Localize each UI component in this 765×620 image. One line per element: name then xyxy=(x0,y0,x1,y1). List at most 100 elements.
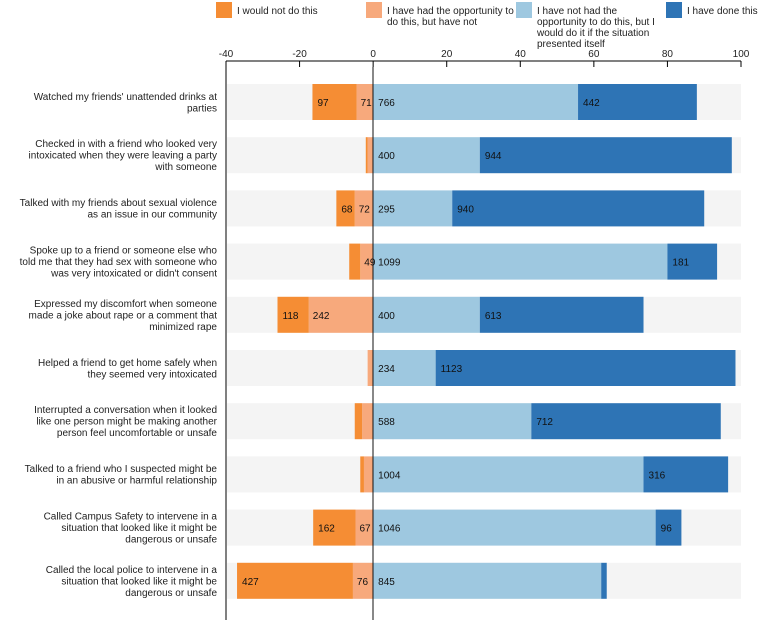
row-label: in an abusive or harmful relationship xyxy=(56,476,217,487)
bar-value-label: 67 xyxy=(359,524,371,535)
bar-segment-would-not xyxy=(336,190,355,227)
row-label: person feel uncomfortable or unsafe xyxy=(57,428,218,439)
x-axis: -40 -20 0 20 40 60 80 100 xyxy=(219,49,750,620)
bar-segment-not-had xyxy=(373,403,532,440)
bar-segment-done xyxy=(479,296,644,333)
row-label: Helped a friend to get home safely when xyxy=(38,358,217,369)
tick-label: -40 xyxy=(219,49,234,60)
bar-value-label: 400 xyxy=(378,151,395,162)
bar-segment-would-not xyxy=(360,456,364,493)
row-label: they seemed very intoxicated xyxy=(87,369,217,380)
row-label: minimized rape xyxy=(149,322,217,333)
bar-value-label: 1099 xyxy=(378,258,401,269)
bar-value-label: 242 xyxy=(313,311,330,322)
chart-rows: Watched my friends' unattended drinks at… xyxy=(20,84,741,599)
tick-label: -20 xyxy=(292,49,307,60)
row-label: Called the local police to intervene in … xyxy=(46,565,218,576)
bar-segment-opportunity-not xyxy=(355,509,374,546)
bar-segment-not-had xyxy=(373,84,579,120)
bar-segment-not-had xyxy=(373,190,453,227)
bar-segment-opportunity-not xyxy=(367,137,374,174)
bar-value-label: 1004 xyxy=(378,470,401,481)
chart-row: Spoke up to a friend or someone else who… xyxy=(20,243,741,280)
bar-segment-not-had xyxy=(373,243,668,280)
legend-label: I have had the opportunity to xyxy=(387,6,514,17)
bar-segment-opportunity-not xyxy=(360,243,374,280)
bar-value-label: 712 xyxy=(536,417,553,428)
row-label: told me that they had sex with someone w… xyxy=(20,257,218,268)
chart-row: Watched my friends' unattended drinks at… xyxy=(34,84,741,120)
bar-value-label: 181 xyxy=(672,258,689,269)
bar-segment-would-not xyxy=(277,296,309,333)
bar-value-label: 427 xyxy=(242,577,259,588)
row-label: Called Campus Safety to intervene in a xyxy=(44,512,218,523)
legend-label: I have not had the xyxy=(537,6,618,17)
bar-segment-opportunity-not xyxy=(352,562,374,599)
bar-value-label: 295 xyxy=(378,204,395,215)
chart-row: Talked to a friend who I suspected might… xyxy=(25,456,741,493)
row-label: with someone xyxy=(154,162,217,173)
row-label: was very intoxicated or didn't consent xyxy=(50,269,217,280)
bar-value-label: 1046 xyxy=(378,524,401,535)
bar-value-label: 234 xyxy=(378,364,395,375)
row-label: Talked with my friends about sexual viol… xyxy=(20,198,218,209)
chart-row: Interrupted a conversation when it looke… xyxy=(34,403,741,440)
bar-segment-would-not xyxy=(365,137,368,174)
legend-label: I have done this xyxy=(687,6,758,17)
bar-value-label: 68 xyxy=(341,204,353,215)
legend-label: do this, but have not xyxy=(387,17,477,28)
bar-segment-would-not xyxy=(313,509,356,546)
bar-segment-not-had xyxy=(373,137,480,174)
bar-value-label: 96 xyxy=(661,524,673,535)
legend-swatch xyxy=(666,2,682,18)
chart-row: Expressed my discomfort when someonemade… xyxy=(29,296,741,333)
legend-swatch xyxy=(366,2,382,18)
bar-value-label: 944 xyxy=(485,151,502,162)
bar-segment-done xyxy=(578,84,697,120)
bar-value-label: 316 xyxy=(649,470,666,481)
bar-segment-done xyxy=(655,509,682,546)
bar-value-label: 72 xyxy=(359,204,371,215)
bar-value-label: 845 xyxy=(378,577,395,588)
legend-swatch xyxy=(216,2,232,18)
row-label: situation that looked like it might be xyxy=(61,523,217,534)
bar-value-label: 49 xyxy=(364,258,376,269)
bar-value-label: 1123 xyxy=(441,364,463,375)
bar-segment-not-had xyxy=(373,562,602,599)
row-label: Expressed my discomfort when someone xyxy=(34,299,217,310)
bar-segment-done xyxy=(643,456,729,493)
legend-label: opportunity to do this, but I xyxy=(537,17,655,28)
row-label: intoxicated when they were leaving a par… xyxy=(29,151,217,162)
bar-value-label: 76 xyxy=(357,577,369,588)
bar-segment-done xyxy=(667,243,718,280)
row-label: dangerous or unsafe xyxy=(125,535,217,546)
bar-segment-done xyxy=(601,562,607,599)
bar-value-label: 442 xyxy=(583,98,600,109)
bar-segment-opportunity-not xyxy=(356,84,374,120)
bar-value-label: 71 xyxy=(361,98,373,109)
bar-value-label: 588 xyxy=(378,417,395,428)
bar-segment-opportunity-not xyxy=(362,403,374,440)
chart-row: Called the local police to intervene in … xyxy=(46,562,741,599)
row-label: Talked to a friend who I suspected might… xyxy=(25,464,218,475)
bar-segment-not-had xyxy=(373,456,644,493)
row-label: as an issue in our community xyxy=(87,210,217,221)
bar-segment-would-not xyxy=(237,562,353,599)
tick-label: 20 xyxy=(441,49,453,60)
bar-segment-would-not xyxy=(349,243,361,280)
bar-value-label: 118 xyxy=(283,311,299,322)
bar-segment-done xyxy=(531,403,721,440)
row-label: like one person might be making another xyxy=(36,417,217,428)
bar-segment-not-had xyxy=(373,509,656,546)
chart-row: Helped a friend to get home safely whent… xyxy=(38,350,741,386)
tick-label: 60 xyxy=(588,49,600,60)
bar-value-label: 400 xyxy=(378,311,395,322)
row-label: parties xyxy=(187,103,217,114)
legend-label: presented itself xyxy=(537,39,605,50)
bar-segment-opportunity-not xyxy=(354,190,374,227)
chart-row: Talked with my friends about sexual viol… xyxy=(20,190,741,227)
bar-segment-opportunity-not xyxy=(363,456,374,493)
legend-swatch xyxy=(516,2,532,18)
tick-label: 40 xyxy=(515,49,527,60)
